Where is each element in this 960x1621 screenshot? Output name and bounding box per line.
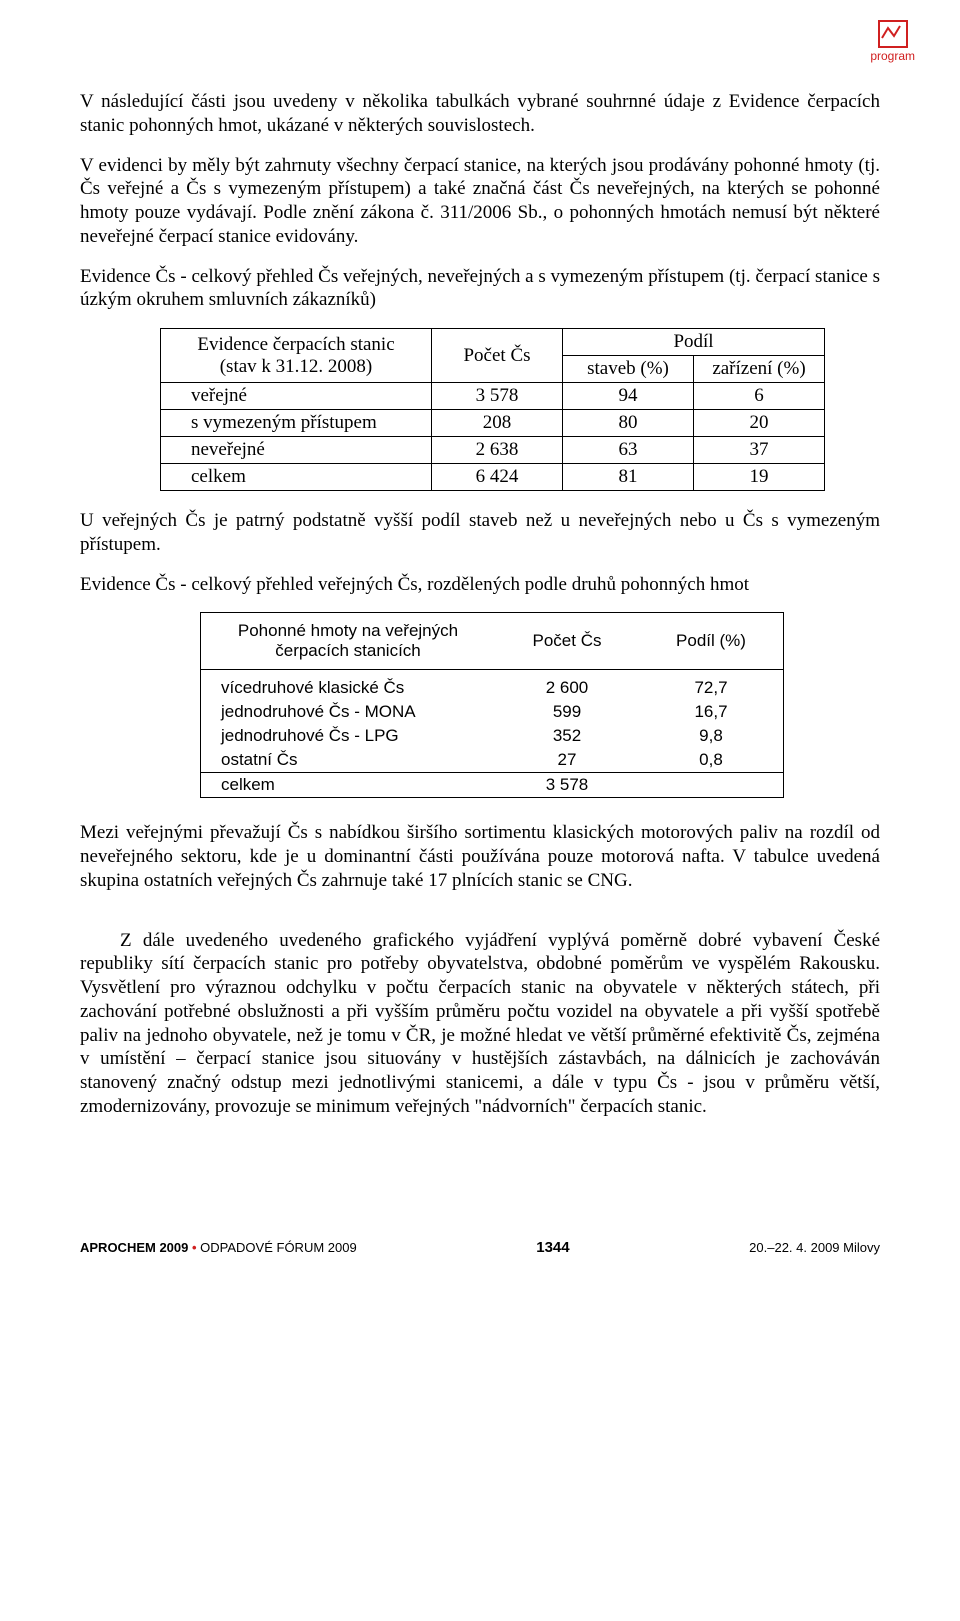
t1-header-pocet: Počet Čs	[432, 329, 563, 383]
table-row: ostatní Čs 27 0,8	[201, 748, 783, 773]
paragraph-5: Evidence Čs - celkový přehled veřejných …	[80, 573, 880, 597]
table-row: s vymezeným přístupem 208 80 20	[161, 410, 825, 437]
table-row: veřejné 3 578 94 6	[161, 383, 825, 410]
footer-left: APROCHEM 2009 • ODPADOVÉ FÓRUM 2009	[80, 1240, 357, 1255]
dot-icon: •	[192, 1240, 200, 1255]
logo-icon	[878, 20, 908, 48]
paragraph-7: Z dále uvedeného uvedeného grafického vy…	[80, 929, 880, 1119]
table-row: celkem 6 424 81 19	[161, 464, 825, 491]
t2-header-pocet: Počet Čs	[495, 613, 639, 670]
t2-header-podil: Podíl (%)	[639, 613, 783, 670]
paragraph-6: Mezi veřejnými převažují Čs s nabídkou š…	[80, 821, 880, 892]
paragraph-3: Evidence Čs - celkový přehled Čs veřejný…	[80, 265, 880, 313]
program-logo: program	[870, 20, 915, 62]
logo-label: program	[870, 49, 915, 63]
t1-header-left: Evidence čerpacích stanic (stav k 31.12.…	[161, 329, 432, 383]
t1-header-staveb: staveb (%)	[563, 356, 694, 383]
paragraph-4: U veřejných Čs je patrný podstatně vyšší…	[80, 509, 880, 557]
table-row: jednodruhové Čs - LPG 352 9,8	[201, 724, 783, 748]
t1-header-podil: Podíl	[563, 329, 825, 356]
table-row: vícedruhové klasické Čs 2 600 72,7	[201, 676, 783, 700]
table-evidence-stations: Evidence čerpacích stanic (stav k 31.12.…	[160, 328, 825, 491]
paragraph-2: V evidenci by měly být zahrnuty všechny …	[80, 154, 880, 249]
table-row: celkem 3 578	[201, 773, 783, 798]
page-footer: APROCHEM 2009 • ODPADOVÉ FÓRUM 2009 1344…	[80, 1239, 880, 1256]
table-fuel-types: Pohonné hmoty na veřejných čerpacích sta…	[200, 612, 784, 798]
t1-header-zarizeni: zařízení (%)	[694, 356, 825, 383]
table-row: jednodruhové Čs - MONA 599 16,7	[201, 700, 783, 724]
paragraph-1: V následující části jsou uvedeny v někol…	[80, 90, 880, 138]
t2-header-left: Pohonné hmoty na veřejných čerpacích sta…	[201, 613, 495, 670]
footer-right: 20.–22. 4. 2009 Milovy	[749, 1240, 880, 1255]
table-row: neveřejné 2 638 63 37	[161, 437, 825, 464]
page-number: 1344	[536, 1239, 569, 1256]
